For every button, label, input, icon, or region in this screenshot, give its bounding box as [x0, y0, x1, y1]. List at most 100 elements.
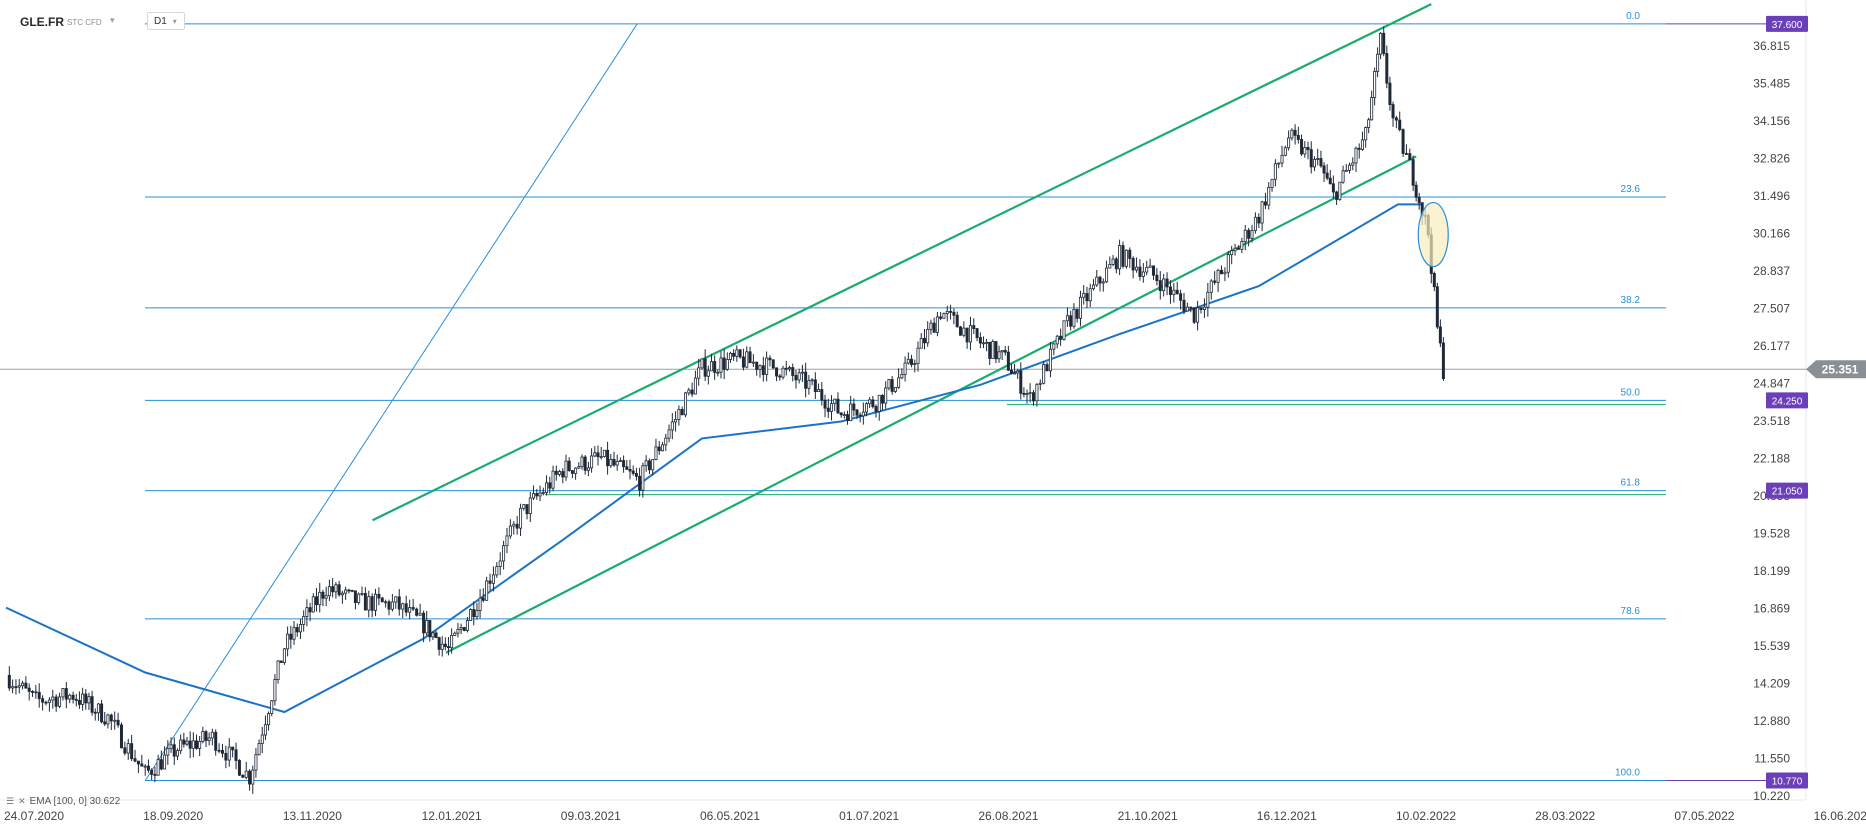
candle-body	[1009, 369, 1013, 374]
indicator-legend[interactable]: ☰ ✕ EMA [100, 0] 30.622	[6, 796, 120, 807]
candle	[897, 368, 901, 389]
candle	[1247, 227, 1251, 247]
candle	[1111, 255, 1115, 267]
candle	[1348, 162, 1352, 174]
candle-body	[462, 627, 466, 631]
candle-body	[1059, 335, 1063, 340]
candle-body	[599, 456, 603, 458]
candle	[735, 345, 739, 362]
timeframe-select[interactable]: D1 ▾	[147, 12, 185, 30]
candle	[1131, 256, 1135, 279]
candle-body	[231, 746, 235, 751]
candle	[1025, 389, 1029, 404]
candle-body	[311, 596, 315, 613]
candle	[574, 467, 578, 480]
candle	[1404, 144, 1408, 155]
candle-body	[1172, 289, 1176, 295]
candle	[47, 697, 51, 712]
candle	[267, 711, 271, 731]
candle-body	[41, 698, 45, 703]
candle	[1135, 257, 1139, 273]
candle-body	[241, 774, 245, 778]
candle-body	[58, 696, 62, 707]
candle	[758, 364, 762, 378]
candle-body	[874, 406, 878, 412]
candle	[880, 394, 884, 411]
candle-body	[401, 603, 405, 610]
candle-body	[367, 596, 371, 611]
candle	[858, 412, 862, 423]
candle	[988, 341, 992, 366]
candle	[150, 768, 154, 780]
candle	[87, 692, 91, 710]
price-level-badge-bg	[1766, 15, 1808, 32]
indicator-settings-icon[interactable]: ☰	[6, 796, 15, 806]
price-level-badge-text: 37.600	[1772, 20, 1803, 31]
candle	[1250, 224, 1254, 243]
y-tick-label: 11.550	[1754, 751, 1790, 765]
chevron-down-icon[interactable]: ▾	[110, 15, 115, 25]
candle-body	[916, 347, 920, 364]
candle-body	[583, 456, 587, 471]
candle	[916, 341, 920, 372]
candle-body	[453, 632, 457, 636]
candle	[797, 368, 801, 384]
candle	[462, 626, 466, 632]
candle	[884, 381, 888, 409]
candle	[982, 336, 986, 349]
candle-body	[418, 612, 422, 616]
candle	[709, 353, 713, 372]
candle-body	[787, 367, 791, 370]
candle-body	[31, 691, 35, 693]
candle	[119, 722, 123, 749]
candle-body	[318, 591, 322, 606]
candle-body	[852, 403, 856, 411]
candle-body	[1108, 264, 1112, 269]
candle	[959, 325, 963, 336]
candle	[997, 345, 1001, 363]
candle-body	[919, 338, 923, 349]
y-tick-label: 10.220	[1753, 789, 1790, 803]
candle-body	[932, 322, 936, 333]
candle-body	[903, 362, 907, 375]
candle-body	[771, 359, 775, 369]
candle	[450, 628, 454, 654]
candle-body	[257, 743, 261, 756]
candle	[367, 590, 371, 618]
candle-body	[308, 607, 312, 613]
candle	[1438, 319, 1442, 348]
candle	[422, 610, 426, 643]
candle	[1172, 282, 1176, 303]
candle	[431, 631, 435, 641]
candle-body	[1025, 393, 1029, 396]
candle	[1162, 273, 1166, 297]
candle	[446, 637, 450, 656]
candle	[622, 455, 626, 473]
candle-body	[276, 660, 280, 680]
candle	[61, 687, 65, 701]
close-icon[interactable]: ✕	[18, 796, 26, 806]
candle	[260, 727, 264, 754]
candle	[123, 741, 127, 756]
candle	[765, 351, 769, 382]
candle	[528, 491, 532, 523]
candle-body	[664, 437, 668, 446]
candle-body	[1168, 286, 1172, 295]
candle	[612, 451, 616, 467]
candle	[548, 476, 552, 494]
candle	[874, 404, 878, 418]
candle	[942, 312, 946, 319]
candle-body	[133, 758, 137, 762]
candle	[1095, 269, 1099, 288]
candle-body	[997, 351, 1001, 360]
candle-body	[1131, 258, 1135, 271]
candle	[515, 515, 519, 535]
candle-body	[140, 763, 144, 767]
candle-body	[54, 696, 58, 707]
candle	[1435, 282, 1439, 329]
candle-body	[577, 466, 581, 469]
candle	[593, 446, 597, 458]
candle-body	[1233, 247, 1237, 252]
candle-body	[1360, 139, 1364, 150]
